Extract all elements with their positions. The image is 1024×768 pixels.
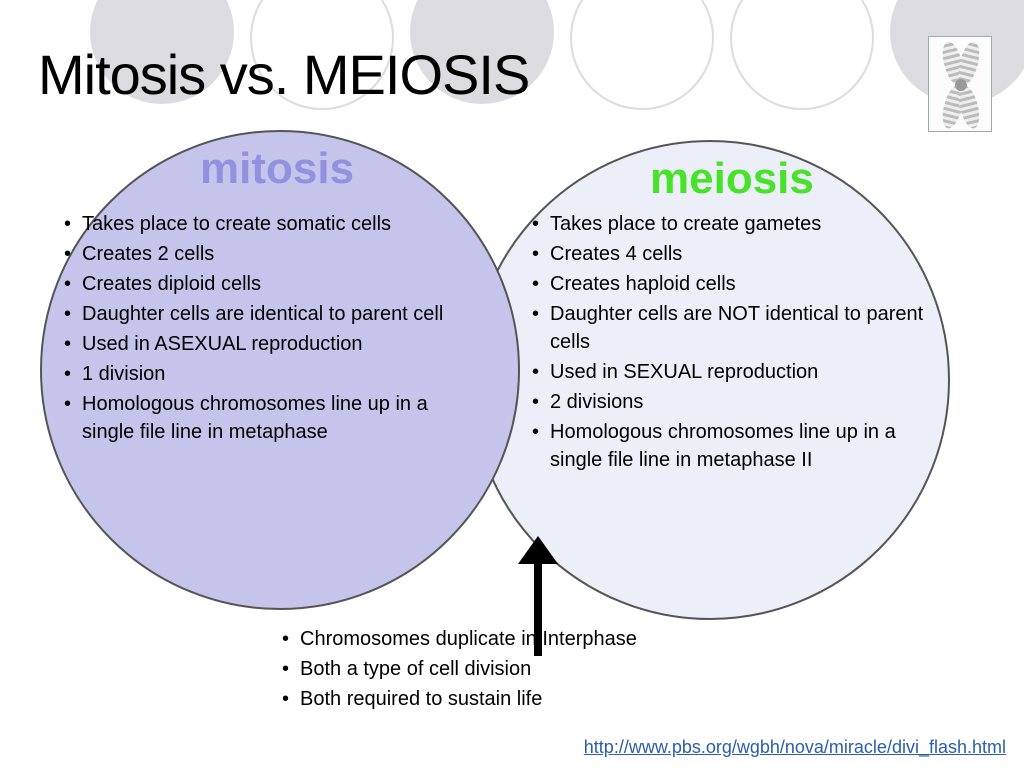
list-item: Creates haploid cells [532, 270, 942, 298]
list-item: Both required to sustain life [282, 685, 802, 713]
deco-circle [730, 0, 874, 110]
list-item: Creates diploid cells [64, 270, 464, 298]
list-item: Creates 2 cells [64, 240, 464, 268]
deco-circle [570, 0, 714, 110]
list-item: Both a type of cell division [282, 655, 802, 683]
list-item: Used in ASEXUAL reproduction [64, 330, 464, 358]
page-title: Mitosis vs. MEIOSIS [38, 42, 529, 107]
chromosome-image [928, 36, 992, 132]
venn-left-label: mitosis [200, 144, 354, 194]
list-item: Daughter cells are identical to parent c… [64, 300, 464, 328]
list-item: Creates 4 cells [532, 240, 942, 268]
venn-right-label: meiosis [650, 154, 814, 204]
list-item: 1 division [64, 360, 464, 388]
venn-right-list: Takes place to create gametesCreates 4 c… [532, 210, 942, 476]
venn-left-list: Takes place to create somatic cellsCreat… [64, 210, 464, 448]
list-item: Takes place to create gametes [532, 210, 942, 238]
list-item: Homologous chromosomes line up in a sing… [532, 418, 942, 474]
list-item: 2 divisions [532, 388, 942, 416]
list-item: Homologous chromosomes line up in a sing… [64, 390, 464, 446]
list-item: Takes place to create somatic cells [64, 210, 464, 238]
venn-diagram: mitosis meiosis Takes place to create so… [40, 130, 984, 620]
source-link[interactable]: http://www.pbs.org/wgbh/nova/miracle/div… [584, 737, 1006, 758]
up-arrow-icon [518, 536, 558, 656]
list-item: Daughter cells are NOT identical to pare… [532, 300, 942, 356]
list-item: Used in SEXUAL reproduction [532, 358, 942, 386]
